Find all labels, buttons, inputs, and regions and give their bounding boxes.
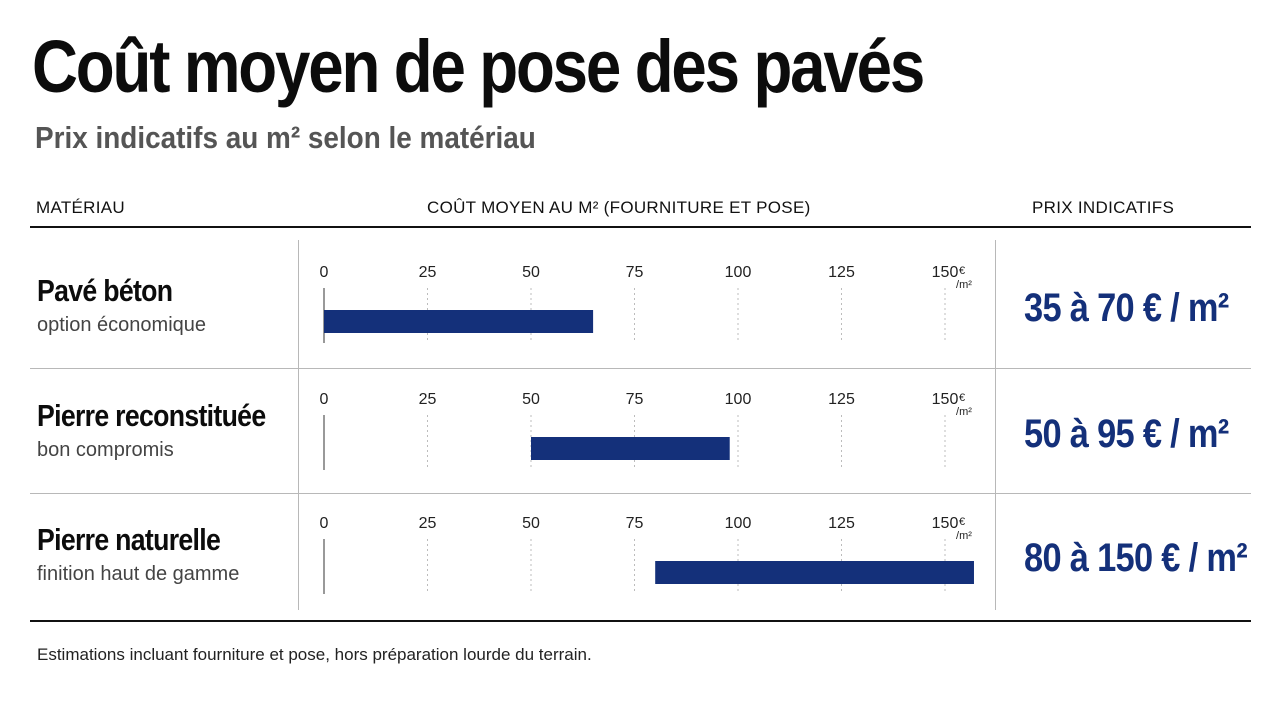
material-description: bon compromis xyxy=(37,439,174,461)
column-header-price: PRIX INDICATIFS xyxy=(1032,198,1175,217)
tick-label: 100 xyxy=(725,391,752,408)
tick-label: 25 xyxy=(419,264,437,281)
tick-label: 0 xyxy=(320,515,329,532)
tick-label: 50 xyxy=(522,391,540,408)
unit-label: € xyxy=(959,516,965,528)
price-range: 50 à 95 € / m² xyxy=(1024,412,1229,456)
tick-label: 0 xyxy=(320,264,329,281)
table-row: Pierre reconstituée bon compromis 0 25 50 7… xyxy=(0,370,1280,495)
chart-title: Coût moyen de pose des pavés xyxy=(32,25,925,108)
range-bar xyxy=(324,310,594,333)
column-divider xyxy=(298,240,299,610)
tick-label: 150 xyxy=(932,264,959,281)
row-divider xyxy=(30,368,1251,369)
column-header-material: MATÉRIAU xyxy=(36,198,125,217)
tick-label: 50 xyxy=(522,264,540,281)
tick-label: 75 xyxy=(626,515,644,532)
tick-label: 25 xyxy=(419,391,437,408)
range-bar xyxy=(531,437,730,460)
footer-rule xyxy=(30,620,1251,622)
row-divider xyxy=(30,493,1251,494)
price-range: 80 à 150 € / m² xyxy=(1024,536,1248,580)
tick-label: 75 xyxy=(626,264,644,281)
chart-subtitle: Prix indicatifs au m² selon le matériau xyxy=(35,120,536,155)
tick-label: 150 xyxy=(932,391,959,408)
tick-label: 100 xyxy=(725,515,752,532)
unit-label: € xyxy=(959,265,965,277)
range-axis: 0 25 50 75 100 125 150 € /m² xyxy=(320,264,972,343)
unit-label: /m² xyxy=(956,530,972,542)
tick-label: 0 xyxy=(320,391,329,408)
material-name: Pavé béton xyxy=(37,273,173,308)
table-row: Pavé béton option économique 0 25 50 75 100 1… xyxy=(0,243,1280,368)
table-row: Pierre naturelle finition haut de gamme … xyxy=(0,494,1280,619)
range-axis: 0 25 50 75 100 125 150 € /m² xyxy=(320,515,974,594)
material-name: Pierre naturelle xyxy=(37,522,221,557)
price-range: 35 à 70 € / m² xyxy=(1024,286,1229,330)
tick-label: 150 xyxy=(932,515,959,532)
unit-label: € xyxy=(959,392,965,404)
tick-label: 125 xyxy=(828,515,855,532)
tick-label: 125 xyxy=(828,264,855,281)
unit-label: /m² xyxy=(956,279,972,291)
header-rule xyxy=(30,226,1251,228)
tick-label: 50 xyxy=(522,515,540,532)
unit-label: /m² xyxy=(956,406,972,418)
material-description: finition haut de gamme xyxy=(37,563,240,585)
tick-label: 75 xyxy=(626,391,644,408)
tick-label: 100 xyxy=(725,264,752,281)
tick-label: 125 xyxy=(828,391,855,408)
material-description: option économique xyxy=(37,314,207,336)
footnote: Estimations incluant fourniture et pose,… xyxy=(37,645,592,664)
range-bar xyxy=(655,561,974,584)
material-name: Pierre reconstituée xyxy=(37,398,266,433)
range-axis: 0 25 50 75 100 125 150 € /m² xyxy=(320,391,972,470)
column-header-cost: COÛT MOYEN AU M² (FOURNITURE ET POSE) xyxy=(427,198,811,217)
tick-label: 25 xyxy=(419,515,437,532)
column-divider xyxy=(995,240,996,610)
